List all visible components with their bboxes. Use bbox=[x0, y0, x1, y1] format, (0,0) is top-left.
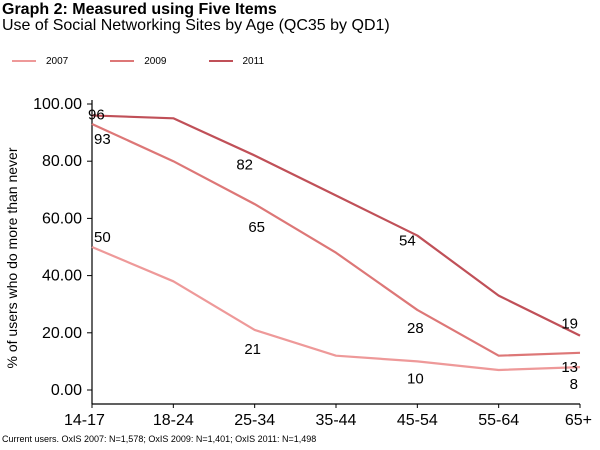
y-tick-label: 100.00 bbox=[33, 96, 82, 113]
data-labels: 96 93 82 65 54 50 28 21 10 19 138 bbox=[88, 106, 578, 393]
x-tick-label: 14-17 bbox=[64, 412, 105, 429]
data-label: 13 bbox=[561, 359, 578, 376]
legend-label-2009: 2009 bbox=[144, 55, 167, 67]
chart-title: Graph 2: Measured using Five Items bbox=[2, 1, 277, 18]
series-line-2007 bbox=[91, 245, 581, 372]
y-tick-label: 80.00 bbox=[42, 153, 82, 170]
data-label: 93 bbox=[94, 131, 111, 148]
data-label: 65 bbox=[248, 219, 265, 236]
x-tick-label: 25-34 bbox=[234, 412, 275, 429]
series-line-2009 bbox=[91, 123, 581, 357]
x-tick-label: 45-54 bbox=[397, 412, 438, 429]
x-tick-label: 18-24 bbox=[153, 412, 194, 429]
chart-footnote: Current users. OxIS 2007: N=1,578; OxIS … bbox=[2, 434, 317, 444]
legend-label-2007: 2007 bbox=[46, 55, 69, 67]
data-label: 28 bbox=[407, 320, 424, 337]
legend-label-2011: 2011 bbox=[242, 55, 265, 67]
y-tick-label: 0.00 bbox=[51, 382, 82, 399]
y-tick-label: 20.00 bbox=[42, 325, 82, 342]
legend-swatch-2009 bbox=[110, 60, 135, 62]
legend-swatch-2011 bbox=[208, 60, 233, 62]
data-label: 21 bbox=[244, 341, 261, 358]
data-label: 8 bbox=[570, 376, 578, 393]
legend-swatch-2007 bbox=[12, 60, 36, 62]
chart-axes: 0.00 20.00 40.00 60.00 80.00 100.00 14-17 18-24… bbox=[4, 96, 592, 429]
x-tick-label: 65+ bbox=[565, 412, 592, 429]
y-axis-title: % of users who do more than never bbox=[4, 147, 20, 368]
series-lines bbox=[91, 114, 581, 372]
data-label: 96 bbox=[88, 106, 105, 123]
chart-legend: 2007 2009 2011 bbox=[12, 52, 306, 70]
data-label: 54 bbox=[399, 233, 416, 250]
data-label: 82 bbox=[236, 156, 253, 173]
x-tick-label: 55-64 bbox=[478, 412, 519, 429]
legend-item-2007: 2007 bbox=[12, 56, 68, 67]
y-tick-label: 40.00 bbox=[42, 268, 82, 285]
data-label: 10 bbox=[407, 370, 424, 387]
chart-subtitle: Use of Social Networking Sites by Age (Q… bbox=[2, 17, 390, 34]
legend-item-2009: 2009 bbox=[110, 55, 167, 67]
x-tick-label: 35-44 bbox=[316, 412, 357, 429]
data-label: 50 bbox=[94, 229, 111, 246]
series-line-2011 bbox=[91, 114, 581, 337]
y-tick-label: 60.00 bbox=[42, 210, 82, 227]
data-label: 19 bbox=[561, 316, 578, 333]
legend-item-2011: 2011 bbox=[208, 55, 265, 67]
